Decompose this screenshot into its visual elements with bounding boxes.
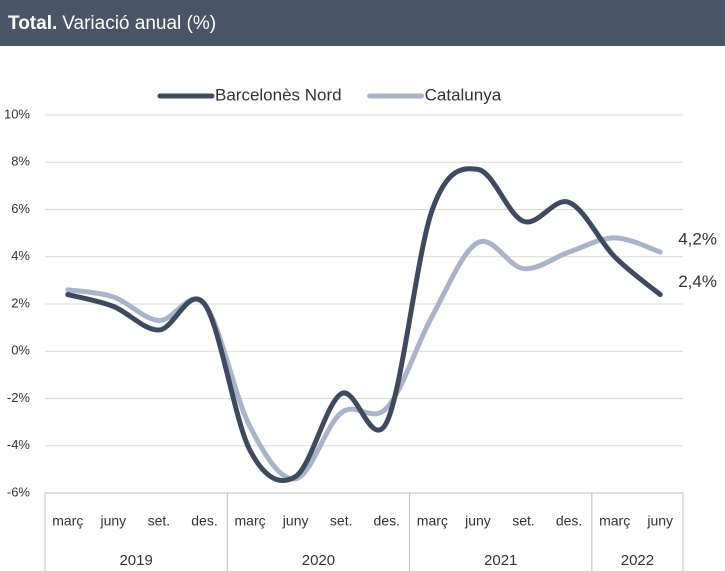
y-tick-label: -6% — [7, 484, 31, 499]
series-line — [65, 166, 663, 483]
x-group-label: 2019 — [119, 552, 152, 569]
series-line — [65, 235, 663, 482]
y-tick-label: 0% — [11, 343, 30, 358]
y-tick-label: 10% — [4, 106, 30, 121]
x-tick-label: set. — [512, 513, 535, 529]
x-tick-label: març — [52, 513, 83, 529]
x-group-label: 2021 — [484, 552, 517, 569]
title-bold: Total. — [8, 13, 57, 34]
title: Total. Variació anual (%) — [8, 13, 216, 34]
x-tick-label: juny — [464, 513, 491, 529]
x-tick-label: des. — [556, 513, 582, 529]
x-tick-label: març — [417, 513, 448, 529]
y-tick-label: 6% — [11, 201, 30, 216]
value-label: 2,4% — [678, 272, 717, 291]
y-tick-label: -4% — [7, 437, 31, 452]
x-group-label: 2022 — [621, 552, 654, 569]
x-tick-label: des. — [191, 513, 217, 529]
x-tick-label: juny — [282, 513, 309, 529]
y-tick-label: 8% — [11, 154, 30, 169]
header-bar — [0, 0, 725, 46]
legend-label: Barcelonès Nord — [215, 85, 342, 104]
x-tick-label: març — [235, 513, 266, 529]
x-tick-label: juny — [646, 513, 673, 529]
title-rest: Variació anual (%) — [62, 13, 216, 34]
x-tick-label: març — [599, 513, 630, 529]
x-group-label: 2020 — [302, 552, 335, 569]
x-tick-label: set. — [148, 513, 171, 529]
value-label: 4,2% — [678, 230, 717, 249]
y-tick-label: 4% — [11, 248, 30, 263]
y-tick-label: -2% — [7, 390, 31, 405]
y-tick-label: 2% — [11, 295, 30, 310]
legend-label: Catalunya — [425, 85, 502, 104]
x-tick-label: des. — [374, 513, 400, 529]
x-tick-label: juny — [100, 513, 127, 529]
x-tick-label: set. — [330, 513, 353, 529]
